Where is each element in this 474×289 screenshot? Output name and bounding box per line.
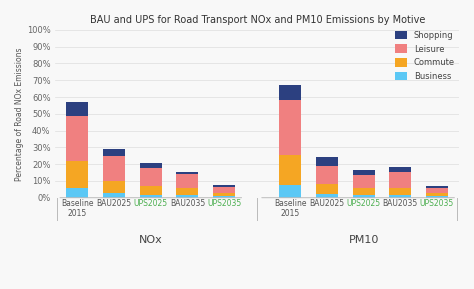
Bar xyxy=(279,155,301,185)
Text: NOx: NOx xyxy=(139,235,163,244)
Bar xyxy=(140,186,162,195)
Bar xyxy=(389,172,411,188)
Bar xyxy=(66,161,89,188)
Bar xyxy=(316,166,338,184)
Bar xyxy=(140,163,162,168)
Text: PM10: PM10 xyxy=(348,235,379,244)
Bar xyxy=(66,188,89,198)
Bar xyxy=(103,193,125,198)
Bar xyxy=(213,185,235,187)
Bar xyxy=(389,167,411,172)
Bar xyxy=(66,102,89,116)
Bar xyxy=(213,187,235,193)
Bar xyxy=(353,170,374,175)
Bar xyxy=(389,188,411,195)
Legend: Shopping, Leisure, Commute, Business: Shopping, Leisure, Commute, Business xyxy=(394,31,455,81)
Bar xyxy=(426,188,448,193)
Bar xyxy=(213,193,235,196)
Bar xyxy=(426,196,448,198)
Bar xyxy=(103,149,125,156)
Bar xyxy=(213,196,235,198)
Bar xyxy=(176,188,199,195)
Bar xyxy=(176,174,199,188)
Bar xyxy=(279,100,301,155)
Bar xyxy=(389,195,411,198)
Bar xyxy=(103,181,125,193)
Bar xyxy=(353,175,374,188)
Bar xyxy=(353,188,374,195)
Bar xyxy=(176,172,199,174)
Bar xyxy=(103,156,125,181)
Title: BAU and UPS for Road Transport NOx and PM10 Emissions by Motive: BAU and UPS for Road Transport NOx and P… xyxy=(90,15,425,25)
Bar xyxy=(426,193,448,196)
Bar xyxy=(66,116,89,161)
Y-axis label: Percentage of Road NOx Emissions: Percentage of Road NOx Emissions xyxy=(15,47,24,181)
Bar xyxy=(279,185,301,198)
Bar xyxy=(279,85,301,100)
Bar xyxy=(316,194,338,198)
Bar xyxy=(353,195,374,198)
Bar xyxy=(316,184,338,194)
Bar xyxy=(316,158,338,166)
Bar xyxy=(176,195,199,198)
Bar xyxy=(140,195,162,198)
Bar xyxy=(426,186,448,188)
Bar xyxy=(140,168,162,186)
